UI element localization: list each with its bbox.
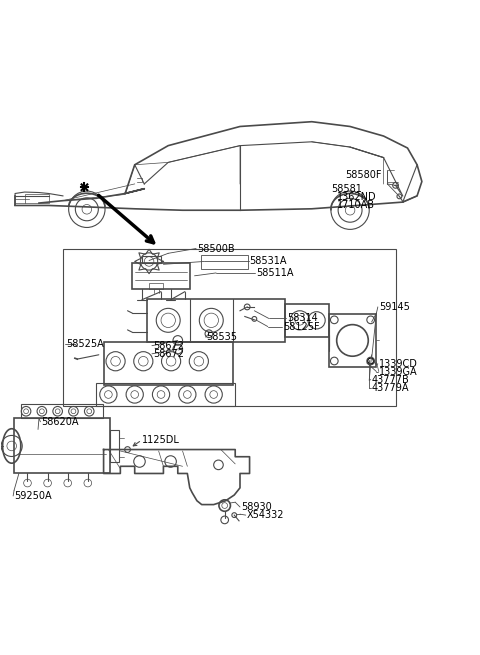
Text: 58580F: 58580F [345,170,382,180]
Bar [96,383,235,407]
Bar [201,255,248,269]
Bar [24,195,48,203]
Bar [132,263,190,290]
Text: 59145: 59145 [379,302,409,312]
Text: 58620A: 58620A [41,417,79,427]
Text: 59250A: 59250A [14,491,52,501]
Bar [142,255,161,263]
Text: 1125DL: 1125DL [142,435,180,445]
Text: 58314: 58314 [287,313,318,324]
Text: 58531A: 58531A [250,257,287,267]
Bar [149,284,163,290]
Text: 58581: 58581 [331,183,362,194]
Bar [147,299,286,342]
Bar [21,404,103,419]
Bar [286,303,328,337]
Text: 1362ND: 1362ND [337,192,377,202]
Text: 58672: 58672 [153,349,184,359]
Text: X54332: X54332 [247,510,284,520]
Text: 1339CD: 1339CD [379,359,418,369]
Bar [63,248,396,407]
Text: 58525A: 58525A [66,339,104,349]
Text: 43779A: 43779A [372,383,409,393]
Bar [14,419,110,474]
Bar [328,314,376,367]
Text: 58500B: 58500B [197,244,235,253]
Text: 1710AB: 1710AB [337,200,375,210]
Text: 58535: 58535 [206,332,238,342]
Text: 58930: 58930 [241,502,272,512]
Text: 1339GA: 1339GA [379,367,418,377]
Text: 58125F: 58125F [283,322,320,331]
Bar [110,430,120,462]
Text: 43777B: 43777B [372,375,409,384]
Text: 58511A: 58511A [256,268,293,278]
Bar [104,342,233,385]
Text: 58672: 58672 [153,341,184,350]
